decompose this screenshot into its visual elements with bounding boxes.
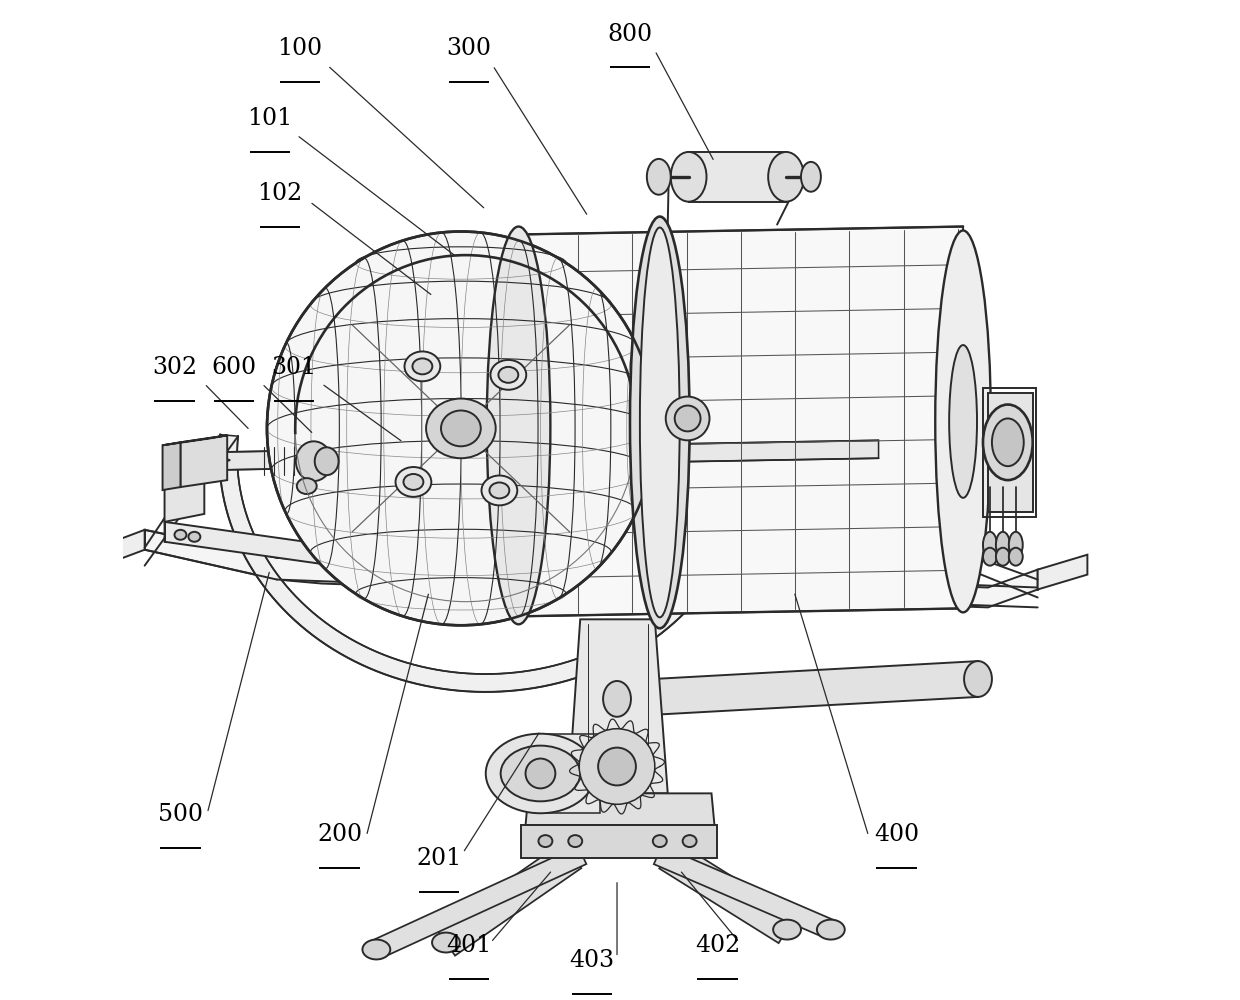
Text: 600: 600 — [212, 356, 257, 379]
Text: 302: 302 — [153, 356, 197, 379]
Ellipse shape — [666, 397, 709, 440]
Text: 101: 101 — [247, 107, 293, 130]
Polygon shape — [653, 846, 835, 939]
Polygon shape — [113, 530, 145, 562]
Polygon shape — [660, 842, 796, 943]
Ellipse shape — [501, 746, 580, 801]
Ellipse shape — [296, 441, 331, 481]
Ellipse shape — [630, 217, 689, 628]
Ellipse shape — [396, 467, 432, 497]
Polygon shape — [165, 452, 231, 468]
Polygon shape — [436, 842, 582, 956]
Polygon shape — [526, 793, 714, 825]
Polygon shape — [688, 152, 786, 202]
Ellipse shape — [647, 159, 671, 195]
Polygon shape — [162, 435, 227, 445]
Ellipse shape — [188, 532, 201, 542]
Ellipse shape — [403, 474, 423, 490]
Text: 301: 301 — [272, 356, 316, 379]
Ellipse shape — [949, 345, 977, 498]
Polygon shape — [165, 452, 205, 522]
Ellipse shape — [935, 231, 991, 612]
Ellipse shape — [526, 759, 556, 788]
Ellipse shape — [432, 933, 460, 952]
Ellipse shape — [498, 367, 518, 383]
Text: 100: 100 — [278, 37, 322, 60]
Ellipse shape — [427, 399, 496, 458]
Ellipse shape — [267, 232, 655, 625]
Polygon shape — [219, 435, 751, 692]
Polygon shape — [518, 227, 963, 616]
Ellipse shape — [801, 162, 821, 192]
Text: 800: 800 — [608, 23, 652, 46]
Text: 300: 300 — [446, 37, 491, 60]
Polygon shape — [207, 440, 879, 470]
Polygon shape — [536, 734, 600, 813]
Polygon shape — [1038, 555, 1087, 589]
Ellipse shape — [598, 748, 636, 785]
Ellipse shape — [579, 729, 655, 804]
Polygon shape — [521, 825, 718, 858]
Ellipse shape — [996, 548, 1009, 566]
Ellipse shape — [296, 478, 316, 494]
Ellipse shape — [486, 734, 595, 813]
Text: 402: 402 — [694, 934, 740, 957]
Text: 102: 102 — [257, 182, 303, 205]
Ellipse shape — [413, 358, 433, 374]
Polygon shape — [568, 619, 667, 793]
Ellipse shape — [603, 681, 631, 717]
Ellipse shape — [652, 835, 667, 847]
Text: 403: 403 — [569, 949, 615, 972]
Polygon shape — [181, 435, 227, 487]
Ellipse shape — [963, 661, 992, 697]
Ellipse shape — [774, 920, 801, 940]
Ellipse shape — [404, 351, 440, 381]
Polygon shape — [372, 846, 587, 959]
Text: 200: 200 — [317, 823, 362, 846]
Ellipse shape — [487, 227, 551, 624]
Polygon shape — [162, 442, 181, 490]
Polygon shape — [165, 522, 326, 565]
Text: 401: 401 — [446, 934, 491, 957]
Ellipse shape — [996, 532, 1009, 558]
Text: 400: 400 — [874, 823, 919, 846]
Ellipse shape — [175, 530, 186, 540]
Ellipse shape — [1009, 548, 1023, 566]
Text: 201: 201 — [417, 847, 461, 870]
Ellipse shape — [983, 405, 1033, 480]
Ellipse shape — [1009, 532, 1023, 558]
Ellipse shape — [362, 940, 391, 959]
Ellipse shape — [538, 835, 552, 847]
Ellipse shape — [441, 410, 481, 446]
Ellipse shape — [490, 482, 510, 498]
Ellipse shape — [640, 228, 680, 617]
Ellipse shape — [683, 835, 697, 847]
Ellipse shape — [315, 447, 339, 475]
Ellipse shape — [671, 152, 707, 202]
Ellipse shape — [983, 532, 997, 558]
Polygon shape — [618, 661, 978, 717]
Ellipse shape — [568, 835, 583, 847]
Ellipse shape — [992, 418, 1024, 466]
Polygon shape — [988, 393, 1033, 512]
Ellipse shape — [491, 360, 526, 390]
Polygon shape — [145, 530, 1038, 607]
Ellipse shape — [983, 548, 997, 566]
Ellipse shape — [481, 476, 517, 505]
Ellipse shape — [817, 920, 844, 940]
Ellipse shape — [675, 406, 701, 431]
Text: 500: 500 — [157, 803, 203, 826]
Ellipse shape — [768, 152, 804, 202]
